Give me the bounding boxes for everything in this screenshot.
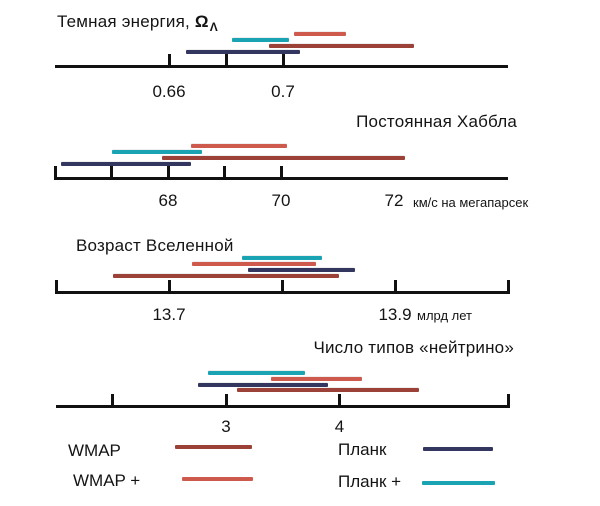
axis-tick: [224, 394, 228, 408]
axis-tick: [167, 280, 171, 294]
section-title-universe-age: Возраст Вселенной: [76, 236, 234, 255]
axis-tick: [393, 280, 397, 294]
interval-bar-wmap_plus: [271, 377, 363, 381]
axis-tick: [280, 280, 284, 294]
axis-tick: [111, 394, 114, 408]
interval-bar-wmap_plus: [191, 262, 316, 266]
axis-tick: [224, 54, 228, 68]
legend-label-planck-plus: Планк +: [338, 472, 402, 491]
axis-endcap: [507, 394, 510, 408]
section-title-hubble-constant: Постоянная Хаббла: [356, 112, 517, 131]
legend-label-wmap: WMAP: [68, 441, 121, 460]
axis-tick: [53, 166, 57, 180]
title-text: Темная энергия,: [57, 12, 195, 31]
axis-tick: [281, 54, 285, 68]
interval-bar-wmap: [112, 274, 339, 278]
axis-tick: [167, 54, 171, 68]
legend-line-planck-plus: [422, 481, 495, 485]
legend-line-wmap: [175, 445, 252, 449]
tick-label: 13.9: [378, 305, 412, 324]
interval-bar-planck: [248, 268, 356, 272]
axis-unit-hubble: км/с на мегапарсек: [413, 195, 529, 210]
interval-bar-planck_plus: [231, 38, 289, 42]
legend-label-wmap-plus: WMAP +: [73, 471, 141, 490]
axis-tick: [506, 280, 510, 294]
interval-bar-planck_plus: [207, 371, 306, 375]
axis-tick: [279, 166, 283, 180]
axis-tick: [223, 166, 226, 180]
interval-bar-wmap: [162, 156, 406, 160]
interval-bar-planck_plus: [242, 256, 322, 260]
tick-label: 0.7: [271, 82, 295, 101]
axis-tick: [54, 280, 58, 294]
interval-bar-planck: [60, 162, 191, 166]
interval-bar-wmap_plus: [190, 144, 287, 148]
omega-symbol: Ω: [194, 12, 209, 31]
axis-line: [56, 405, 510, 408]
axis-unit-age: млрд лет: [417, 308, 472, 323]
interval-bar-planck_plus: [111, 150, 202, 154]
axis-tick: [110, 166, 113, 180]
tick-label: 0.66: [152, 82, 186, 101]
interval-bar-wmap_plus: [294, 32, 346, 36]
tick-label: 13.7: [152, 305, 186, 324]
interval-bar-planck: [186, 50, 301, 54]
tick-label: 68: [158, 191, 178, 210]
interval-bar-planck: [197, 383, 329, 387]
tick-label: 4: [334, 417, 345, 436]
tick-label: 3: [221, 417, 231, 436]
legend-line-wmap-plus: [182, 477, 253, 481]
interval-bar-wmap: [268, 44, 415, 48]
axis-tick: [166, 166, 170, 180]
tick-label: 72: [384, 191, 404, 210]
tick-label: 70: [271, 191, 291, 210]
legend-line-planck: [423, 447, 493, 451]
lambda-subscript: Λ: [209, 20, 218, 34]
legend-label-planck: Планк: [338, 440, 387, 459]
interval-bar-wmap: [237, 388, 419, 392]
axis-tick: [338, 394, 341, 408]
section-title-neutrino-types: Число типов «нейтрино»: [313, 338, 514, 357]
section-title-dark-energy: Темная энергия, ΩΛ: [57, 12, 218, 34]
